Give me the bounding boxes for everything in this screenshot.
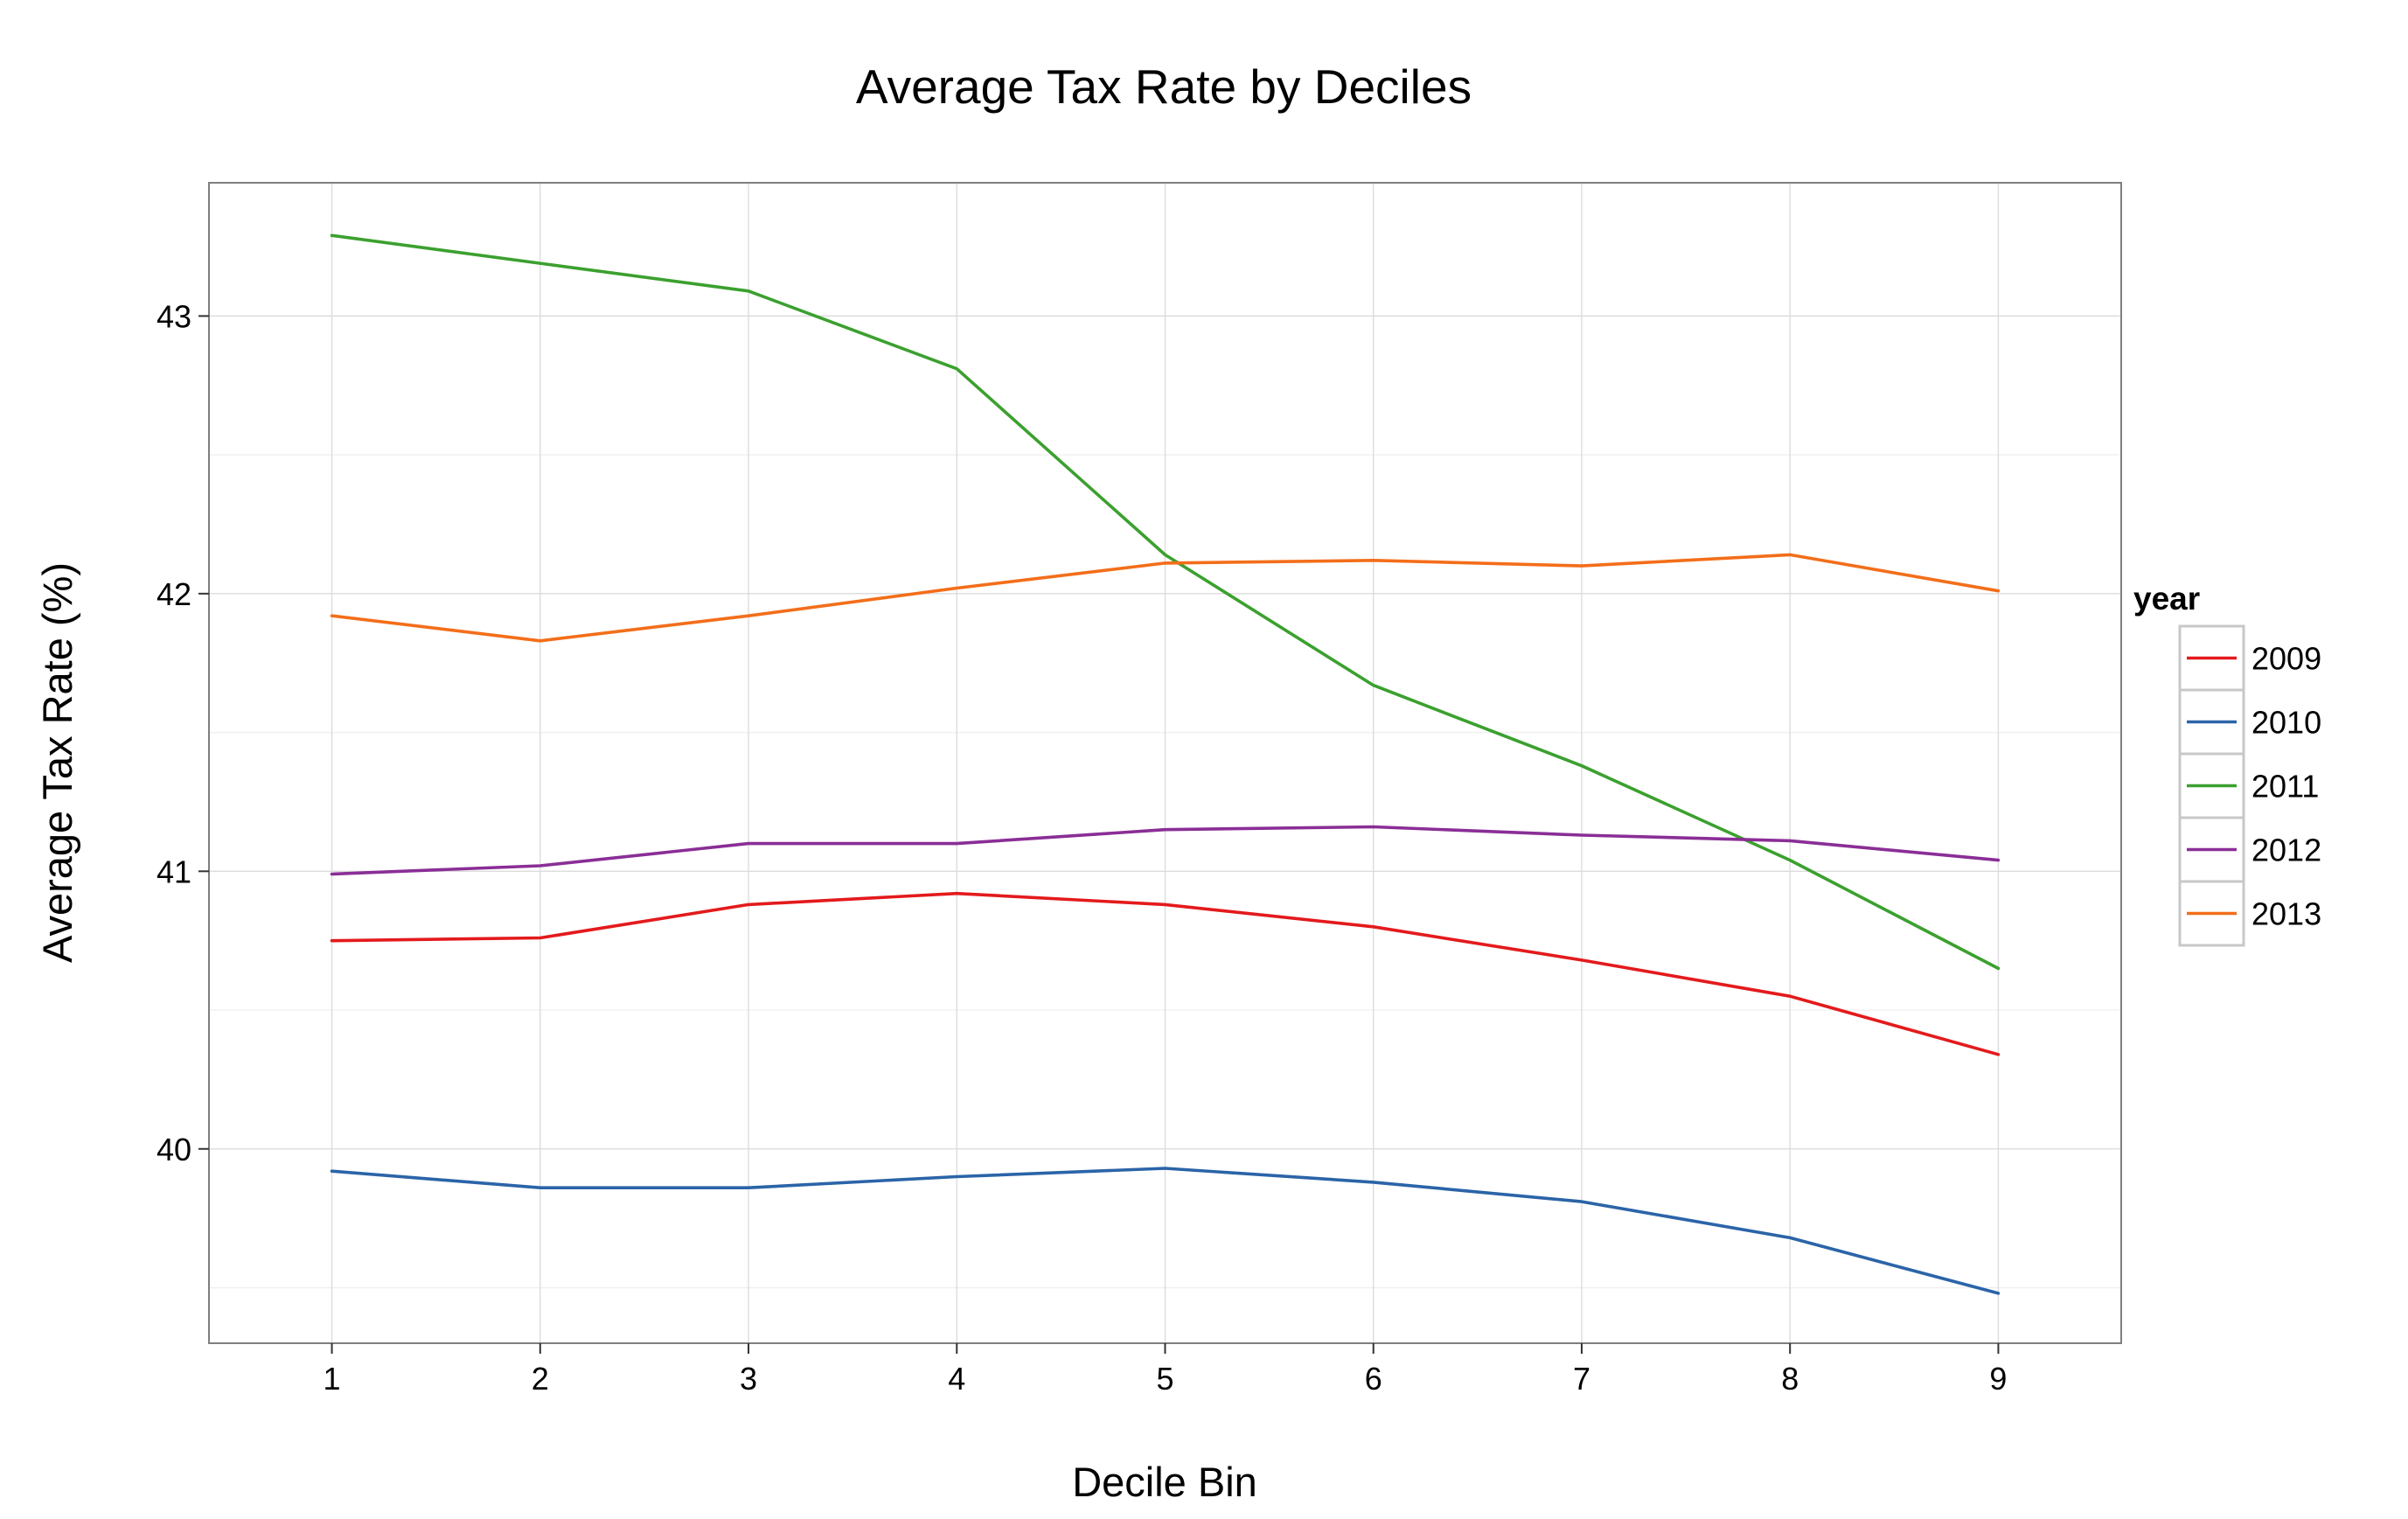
grid-lines [209, 183, 2121, 1343]
legend-label-2010: 2010 [2251, 705, 2321, 741]
y-tick-label: 41 [157, 854, 191, 889]
x-tick-label: 4 [948, 1361, 965, 1397]
legend-label-2012: 2012 [2251, 833, 2321, 868]
chart-title: Average Tax Rate by Deciles [856, 59, 1472, 114]
series-line-2012 [330, 825, 2001, 876]
legend-label-2013: 2013 [2251, 896, 2321, 932]
x-tick-label: 5 [1156, 1361, 1173, 1397]
x-tick-label: 2 [532, 1361, 549, 1397]
x-axis-title: Decile Bin [1072, 1459, 1257, 1505]
x-axis: 1 2 3 4 5 6 7 8 9 [324, 1343, 2007, 1397]
y-tick-label: 42 [157, 576, 191, 612]
series-line-2010 [330, 1167, 2001, 1295]
y-axis: 40 41 42 43 [157, 298, 209, 1167]
y-tick-label: 43 [157, 298, 191, 334]
legend-label-2009: 2009 [2251, 641, 2321, 677]
legend-label-2011: 2011 [2251, 769, 2319, 805]
x-tick-label: 3 [740, 1361, 757, 1397]
x-tick-label: 8 [1781, 1361, 1799, 1397]
legend-title: year [2133, 581, 2200, 617]
y-axis-title: Average Tax Rate (%) [34, 562, 80, 963]
x-tick-label: 7 [1573, 1361, 1590, 1397]
legend: year 2009 2010 2011 2012 2013 [2133, 581, 2321, 947]
series-lines [330, 233, 2001, 1295]
series-line-2013 [330, 553, 2001, 643]
x-tick-label: 6 [1365, 1361, 1382, 1397]
x-tick-label: 1 [324, 1361, 341, 1397]
y-tick-label: 40 [157, 1132, 191, 1167]
series-line-2009 [330, 891, 2001, 1056]
series-line-2011 [330, 233, 2001, 971]
x-tick-label: 9 [1989, 1361, 2007, 1397]
